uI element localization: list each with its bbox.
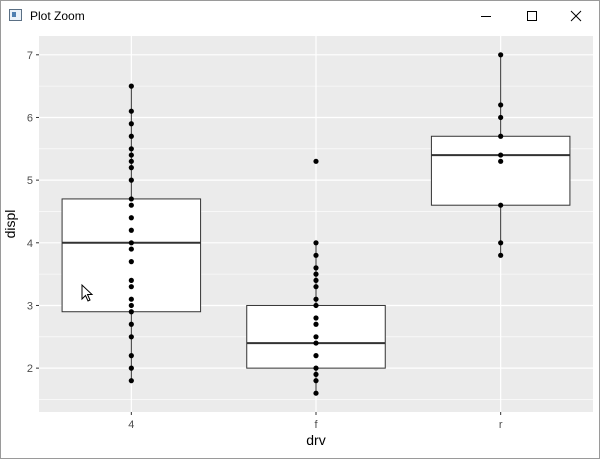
data-point [313,371,319,377]
data-point [128,277,134,283]
data-point [128,227,134,233]
data-point [128,309,134,315]
data-point [313,334,319,340]
data-point [313,277,319,283]
data-point [498,158,504,164]
y-tick-label: 2 [27,363,33,375]
data-point [313,296,319,302]
data-point [128,83,134,89]
points-layer [128,52,504,396]
data-point [498,152,504,158]
data-point [128,196,134,202]
data-point [128,165,134,171]
data-point [128,121,134,127]
data-point [128,246,134,252]
maximize-button[interactable] [509,1,555,31]
data-point [498,52,504,58]
data-point [498,252,504,258]
data-point [313,365,319,371]
data-point [313,321,319,327]
data-point [313,302,319,309]
data-point [498,114,504,121]
boxplot-chart: 2 3 4 5 6 7 4 f r drv displ [2,36,593,448]
y-tick-label: 6 [27,112,33,124]
title-bar[interactable]: Plot Zoom [1,1,599,31]
data-point [128,284,134,290]
data-point [313,158,319,164]
data-point [498,133,504,139]
window-title: Plot Zoom [30,9,85,23]
data-point [128,334,134,340]
data-point [128,321,134,327]
data-point [128,259,134,265]
data-point [128,133,134,139]
data-point [313,240,319,246]
maximize-icon [527,11,537,21]
data-point [128,353,134,359]
data-point [498,202,504,208]
mouse-cursor-icon [81,283,94,302]
data-point [128,215,134,221]
x-axis-label: drv [306,432,325,448]
data-point [128,146,134,152]
cursor-arrow [81,283,94,302]
y-tick-label: 4 [27,238,33,250]
y-tick-label: 3 [27,300,33,312]
x-tick-label: r [499,419,503,431]
close-icon [570,10,582,22]
close-button[interactable] [553,1,599,31]
data-point [128,296,134,302]
y-tick-label: 5 [27,175,33,187]
data-point [313,271,319,277]
data-point [313,315,319,321]
data-point [128,152,134,158]
box [430,135,571,206]
data-point [313,340,319,346]
minimize-button[interactable] [463,1,509,31]
x-tick-label: f [314,419,318,431]
data-point [128,302,134,309]
y-tick-label: 7 [27,50,33,62]
x-tick-label: 4 [128,419,134,431]
data-point [313,353,319,359]
data-point [498,102,504,108]
y-axis-label: displ [2,210,18,239]
data-point [128,365,134,371]
data-point [128,202,134,208]
data-point [128,158,134,164]
minimize-icon [481,16,491,17]
data-point [128,378,134,384]
data-point [313,252,319,258]
data-point [128,177,134,183]
data-point [128,108,134,114]
axes-layer: 2 3 4 5 6 7 4 f r [27,50,503,431]
data-point [498,240,504,246]
plot-area: 2 3 4 5 6 7 4 f r drv displ [1,31,599,458]
data-point [128,240,134,246]
data-point [313,284,319,290]
data-point [313,265,319,271]
app-icon [9,9,22,21]
data-point [313,378,319,384]
data-point [313,390,319,396]
